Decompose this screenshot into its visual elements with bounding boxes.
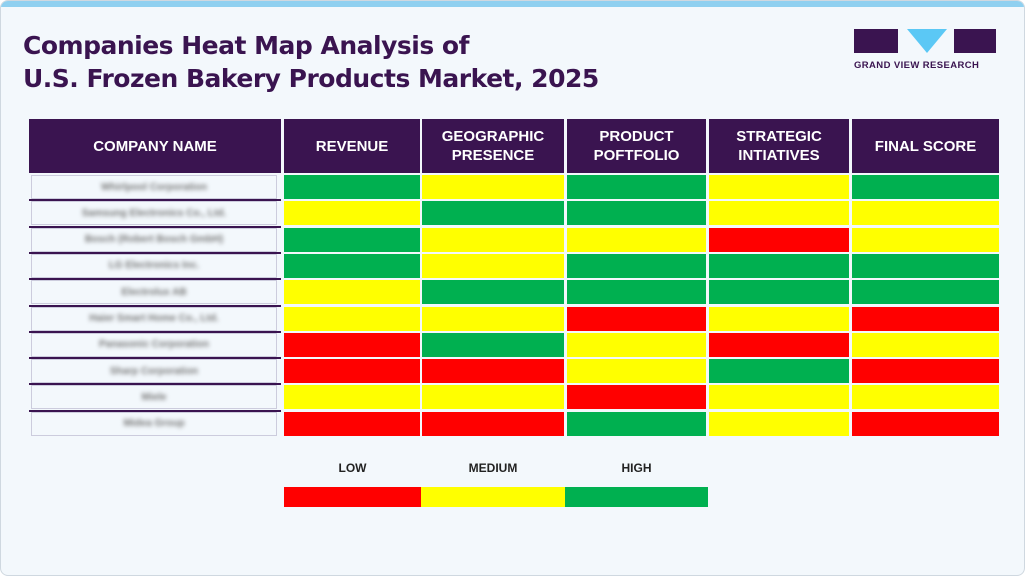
heatmap-cell-low [567, 306, 706, 331]
company-name: Bosch (Robert Bosch GmbH) [84, 234, 224, 246]
heatmap-cell-medium [284, 201, 420, 226]
company-name-cell: Sharp Corporation [31, 359, 277, 384]
heatmap-cell-medium [852, 227, 999, 252]
legend-label-high: HIGH [621, 461, 652, 475]
heatmap-cell-low [284, 411, 420, 436]
company-name: Electrolux AB [121, 286, 187, 298]
company-name-cell: Samsung Electronics Co., Ltd. [31, 201, 277, 226]
column-header: FINAL SCORE [852, 119, 999, 173]
heatmap-cell-medium [567, 227, 706, 252]
company-name-cell: Panasonic Corporation [31, 332, 277, 357]
company-name: Midea Group [123, 418, 185, 430]
heatmap-cell-medium [709, 306, 849, 331]
heatmap-cell-high [422, 201, 564, 226]
row-separator [29, 304, 281, 307]
column-header: GEOGRAPHIC PRESENCE [422, 119, 564, 173]
legend-label-low: LOW [338, 461, 367, 475]
company-name: Samsung Electronics Co., Ltd. [81, 207, 227, 219]
heatmap-cell-medium [852, 385, 999, 410]
heatmap-cell-medium [852, 201, 999, 226]
heatmap-cell-medium [567, 359, 706, 384]
heatmap-cell-high [709, 359, 849, 384]
logo-text: GRAND VIEW RESEARCH [854, 60, 980, 71]
heatmap-cell-medium [284, 280, 420, 305]
row-separator [29, 330, 281, 333]
company-name: Haier Smart Home Co., Ltd. [89, 313, 219, 324]
company-name-cell: LG Electronics Inc. [31, 253, 277, 278]
heatmap-cell-high [709, 280, 849, 305]
legend-swatch-high [565, 487, 708, 507]
heatmap-cell-medium [422, 306, 564, 331]
column-header: COMPANY NAME [29, 119, 281, 173]
heatmap-cell-medium [422, 385, 564, 410]
company-name: Panasonic Corporation [98, 339, 209, 351]
top-accent-bar [1, 1, 1024, 7]
heatmap-cell-low [422, 411, 564, 436]
heatmap-cell-high [567, 253, 706, 278]
company-name: Whirlpool Corporation [100, 181, 208, 193]
heatmap-cell-low [852, 411, 999, 436]
chart-title: Companies Heat Map Analysis of U.S. Froz… [23, 29, 599, 95]
heatmap-cell-low [284, 359, 420, 384]
heatmap-cell-high [852, 175, 999, 199]
row-separator [29, 225, 281, 228]
company-name-cell: Bosch (Robert Bosch GmbH) [31, 227, 277, 252]
heatmap-cell-high [284, 175, 420, 199]
company-name-cell: Midea Group [31, 411, 277, 436]
company-name-cell: Miele [31, 385, 277, 410]
heatmap-cell-low [422, 359, 564, 384]
column-header: PRODUCT POFTFOLIO [567, 119, 706, 173]
heatmap-cell-high [709, 253, 849, 278]
company-name: Miele [141, 391, 167, 403]
row-separator [29, 278, 281, 281]
heatmap-cell-high [422, 332, 564, 357]
heatmap-cell-medium [709, 411, 849, 436]
grand-view-research-logo: GRAND VIEW RESEARCH [854, 29, 996, 71]
heatmap-cell-medium [284, 385, 420, 410]
row-separator [29, 383, 281, 386]
heatmap-cell-low [852, 306, 999, 331]
heatmap-cell-low [852, 359, 999, 384]
heatmap-cell-low [284, 332, 420, 357]
title-line-1: Companies Heat Map Analysis of [23, 31, 469, 60]
heatmap-cell-low [709, 332, 849, 357]
heatmap-cell-medium [567, 332, 706, 357]
heatmap-cell-medium [422, 227, 564, 252]
heatmap-cell-high [567, 280, 706, 305]
heatmap-cell-high [567, 411, 706, 436]
row-separator [29, 199, 281, 202]
legend-label-medium: MEDIUM [468, 461, 518, 475]
heatmap-cell-medium [284, 306, 420, 331]
title-line-2: U.S. Frozen Bakery Products Market, 2025 [23, 64, 599, 93]
legend-swatch-low [284, 487, 421, 507]
heatmap-cell-high [567, 201, 706, 226]
column-header: STRATEGIC INTIATIVES [709, 119, 849, 173]
heatmap-cell-medium [422, 175, 564, 199]
company-name-cell: Electrolux AB [31, 280, 277, 305]
column-header: REVENUE [284, 119, 420, 173]
heatmap-cell-high [852, 253, 999, 278]
heatmap-cell-medium [422, 253, 564, 278]
legend-swatch-medium [421, 487, 565, 507]
heatmap-cell-high [422, 280, 564, 305]
company-name-cell: Haier Smart Home Co., Ltd. [31, 306, 277, 331]
row-separator [29, 357, 281, 360]
heatmap-cell-medium [709, 201, 849, 226]
row-separator [29, 251, 281, 254]
heatmap-cell-high [567, 175, 706, 199]
company-name: LG Electronics Inc. [108, 260, 200, 272]
heatmap-cell-medium [709, 385, 849, 410]
heatmap-cell-high [284, 253, 420, 278]
company-name: Sharp Corporation [109, 365, 199, 377]
heatmap-cell-medium [709, 175, 849, 199]
heatmap-cell-high [852, 280, 999, 305]
heatmap-cell-low [567, 385, 706, 410]
row-separator [29, 409, 281, 412]
heatmap-cell-high [284, 227, 420, 252]
company-name-cell: Whirlpool Corporation [31, 175, 277, 199]
heatmap-cell-medium [852, 332, 999, 357]
heatmap-cell-low [709, 227, 849, 252]
